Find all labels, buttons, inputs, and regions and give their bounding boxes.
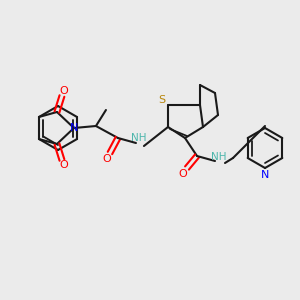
Text: N: N [261, 170, 269, 180]
Text: N: N [70, 123, 78, 133]
Text: NH: NH [131, 133, 147, 143]
Text: O: O [60, 160, 68, 170]
Text: O: O [60, 86, 68, 96]
Text: O: O [178, 169, 188, 179]
Text: S: S [158, 95, 166, 105]
Text: NH: NH [211, 152, 227, 162]
Text: O: O [103, 154, 111, 164]
